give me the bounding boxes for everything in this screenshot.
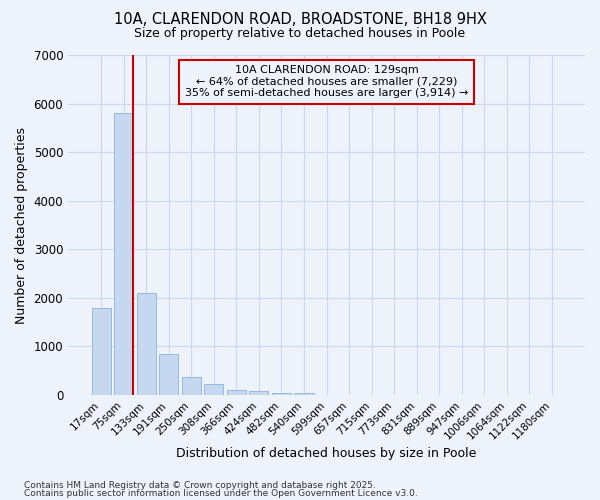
Bar [182, 377, 201, 395]
X-axis label: Distribution of detached houses by size in Poole: Distribution of detached houses by size … [176, 447, 477, 460]
Bar [92, 308, 110, 395]
Bar [159, 354, 178, 395]
Bar [227, 390, 246, 395]
Bar [250, 391, 268, 395]
Bar [204, 384, 223, 395]
Bar [137, 293, 156, 395]
Text: 10A CLARENDON ROAD: 129sqm
← 64% of detached houses are smaller (7,229)
35% of s: 10A CLARENDON ROAD: 129sqm ← 64% of deta… [185, 65, 468, 98]
Bar [114, 114, 133, 395]
Y-axis label: Number of detached properties: Number of detached properties [15, 126, 28, 324]
Text: Size of property relative to detached houses in Poole: Size of property relative to detached ho… [134, 28, 466, 40]
Text: Contains HM Land Registry data © Crown copyright and database right 2025.: Contains HM Land Registry data © Crown c… [24, 480, 376, 490]
Text: Contains public sector information licensed under the Open Government Licence v3: Contains public sector information licen… [24, 489, 418, 498]
Bar [272, 392, 291, 395]
Text: 10A, CLARENDON ROAD, BROADSTONE, BH18 9HX: 10A, CLARENDON ROAD, BROADSTONE, BH18 9H… [113, 12, 487, 28]
Bar [295, 392, 314, 395]
